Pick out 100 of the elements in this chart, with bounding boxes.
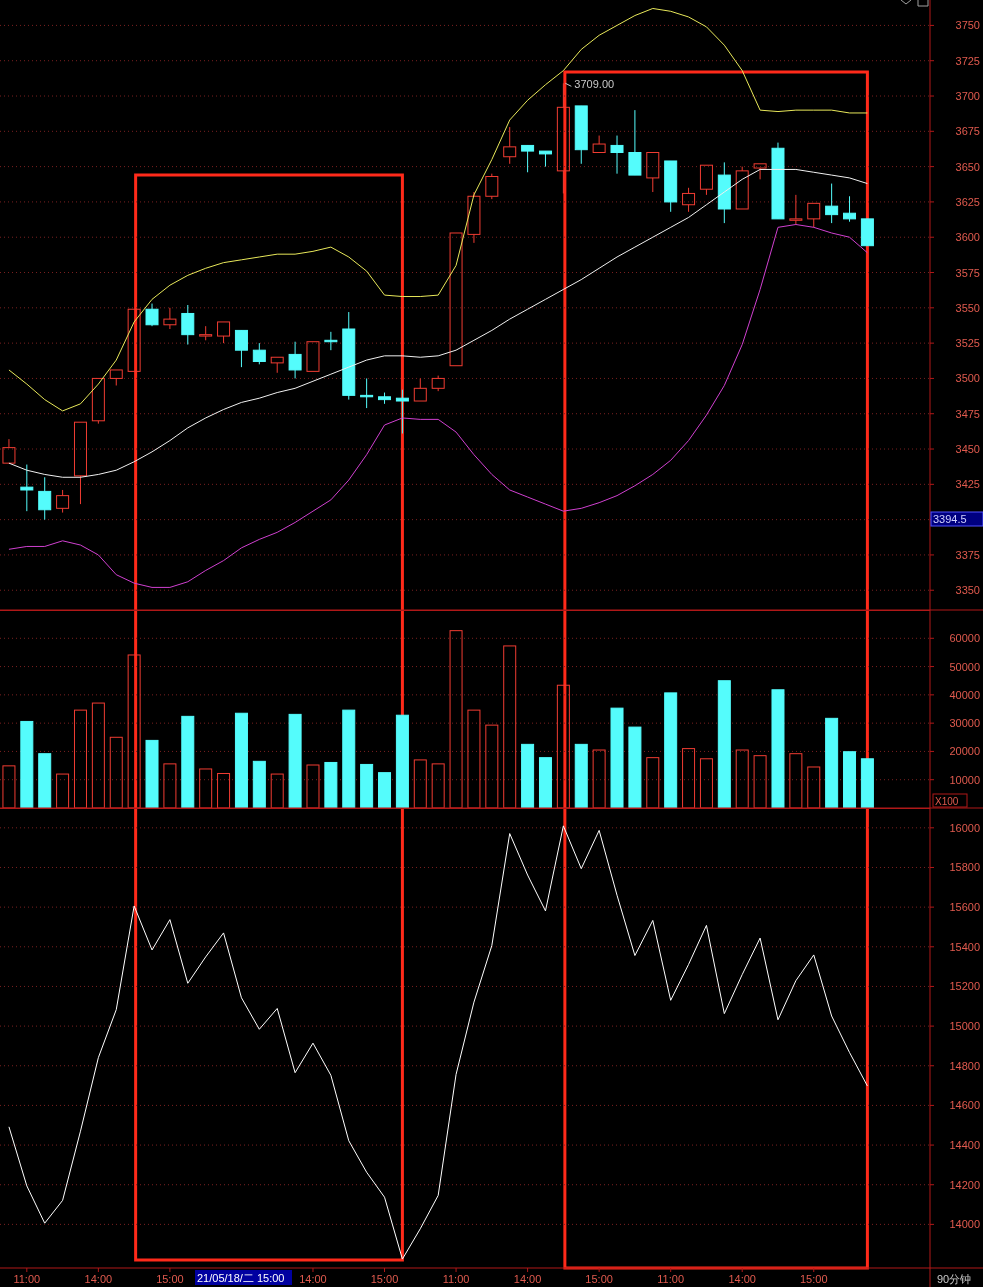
bar <box>771 689 785 809</box>
candlestick <box>789 194 803 226</box>
candlestick <box>825 183 839 224</box>
bar <box>163 763 177 809</box>
bar <box>503 645 517 809</box>
candlestick <box>20 464 34 512</box>
y-tick-label: 3675 <box>955 125 980 138</box>
candlestick <box>145 303 159 327</box>
bar <box>234 712 248 809</box>
y-tick-label: 10000 <box>949 773 980 786</box>
x-tick-label: 15:00 <box>585 1273 613 1285</box>
candlestick <box>234 329 248 368</box>
y-tick-label: 15800 <box>949 861 980 874</box>
bar <box>789 753 803 809</box>
bar <box>467 709 481 809</box>
y-tick-label: 60000 <box>949 632 980 645</box>
bar <box>646 757 660 809</box>
bar <box>324 761 338 809</box>
bar <box>825 717 839 809</box>
candlestick <box>592 135 606 153</box>
bar <box>91 702 105 809</box>
bar <box>217 772 231 809</box>
bar <box>20 720 34 809</box>
candlestick <box>2 438 16 464</box>
text: X100 <box>935 796 959 807</box>
candlestick <box>163 307 177 330</box>
x-tick-label: 11:00 <box>657 1273 685 1285</box>
x-tick-label: 15:00 <box>799 1273 828 1285</box>
x-tick-label: 14:00 <box>84 1273 113 1285</box>
y-tick-label: 3450 <box>955 443 980 456</box>
bar <box>378 772 392 809</box>
y-tick-label: 50000 <box>949 660 980 673</box>
bar <box>73 709 87 809</box>
bar <box>413 759 427 809</box>
x-tick-label: 14:00 <box>728 1273 756 1285</box>
candlestick <box>73 421 87 505</box>
y-tick-label: 3700 <box>955 90 980 103</box>
y-tick-label: 3475 <box>955 407 980 420</box>
candlestick <box>270 356 284 374</box>
text: 3394.5 <box>933 513 967 525</box>
bar <box>2 765 16 809</box>
x-tick-label: 14:00 <box>299 1273 327 1285</box>
candlestick <box>843 195 857 223</box>
y-tick-label: 3525 <box>955 337 980 350</box>
bar <box>574 743 588 809</box>
candlestick <box>556 82 570 194</box>
line-series <box>8 825 868 1260</box>
candlestick <box>252 342 266 365</box>
candlestick <box>449 232 463 367</box>
bar <box>610 707 624 809</box>
bar <box>127 654 141 809</box>
y-tick-label: 3350 <box>955 584 980 597</box>
text: 21/05/18/二 15:00 <box>197 1272 285 1284</box>
bar <box>449 630 463 809</box>
bar <box>109 736 123 809</box>
line-series <box>8 224 868 588</box>
y-tick-label: 20000 <box>949 745 980 758</box>
candlestick <box>38 476 52 521</box>
y-tick-label: 14400 <box>949 1139 980 1152</box>
bar <box>181 715 195 809</box>
candlestick <box>324 331 338 351</box>
bar <box>199 768 213 809</box>
candlestick <box>127 308 141 372</box>
candlestick <box>288 341 302 379</box>
candlestick <box>413 377 427 402</box>
candlestick <box>503 126 517 165</box>
y-tick-label: 14600 <box>949 1099 980 1112</box>
bar <box>521 743 535 809</box>
y-tick-label: 3550 <box>955 301 980 314</box>
y-tick-label: 14200 <box>949 1178 980 1191</box>
annotation: 3709.00 <box>574 78 615 91</box>
candlestick <box>395 389 409 434</box>
bar <box>252 760 266 809</box>
bar <box>38 753 52 809</box>
y-tick-label: 3625 <box>955 195 980 208</box>
candlestick <box>646 152 660 193</box>
y-tick-label: 3500 <box>955 372 980 385</box>
bar <box>485 724 499 809</box>
y-tick-label: 3575 <box>955 266 980 279</box>
y-tick-label: 15600 <box>949 901 980 914</box>
y-tick-label: 3375 <box>955 548 980 561</box>
bar <box>145 739 159 809</box>
bar <box>270 773 284 809</box>
bar <box>431 763 445 809</box>
x-tick-label: 14:00 <box>513 1273 542 1285</box>
bar <box>807 766 821 809</box>
bar <box>56 773 70 809</box>
y-tick-label: 15000 <box>949 1020 980 1033</box>
candlestick <box>753 163 767 180</box>
bar <box>753 755 767 809</box>
y-tick-label: 3425 <box>955 478 980 491</box>
y-tick-label: 16000 <box>949 821 980 834</box>
line-series <box>8 7 868 412</box>
candlestick <box>181 304 195 346</box>
bar <box>538 757 552 809</box>
candlestick <box>521 144 535 173</box>
y-tick-label: 40000 <box>949 688 980 701</box>
bar <box>699 758 713 809</box>
bar <box>735 749 749 809</box>
bar <box>717 680 731 809</box>
